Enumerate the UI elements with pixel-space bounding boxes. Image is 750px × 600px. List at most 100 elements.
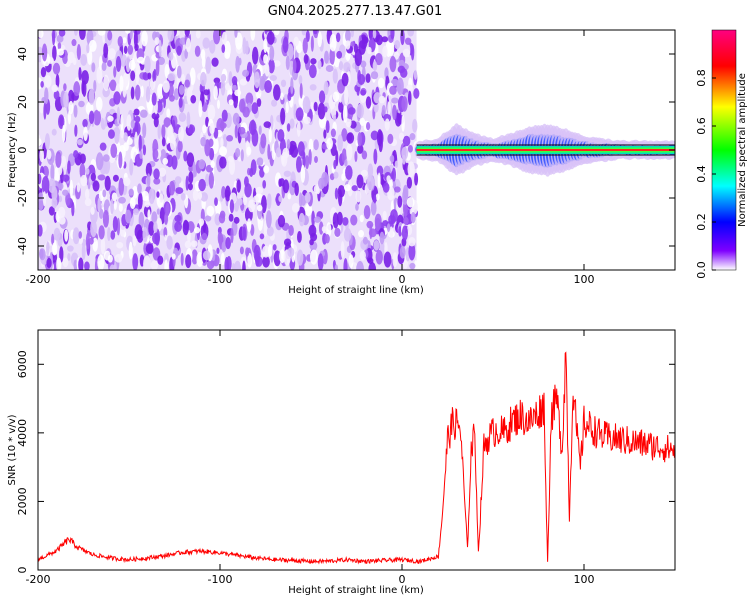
noise-speck: [280, 92, 284, 101]
noise-speck: [258, 125, 262, 135]
noise-speck: [299, 83, 303, 99]
noise-speck: [84, 198, 92, 207]
noise-speck: [356, 103, 364, 119]
noise-speck: [402, 135, 411, 147]
noise-speck: [110, 230, 116, 240]
noise-speck: [183, 150, 188, 162]
noise-speck: [318, 221, 324, 235]
noise-speck: [107, 60, 113, 67]
noise-speck: [313, 184, 320, 194]
noise-speck: [80, 54, 88, 66]
noise-speck: [180, 192, 186, 201]
noise-speck: [252, 195, 259, 203]
noise-speck: [280, 107, 286, 125]
noise-speck: [171, 253, 176, 260]
noise-speck: [46, 149, 52, 160]
noise-speck: [52, 248, 57, 255]
noise-speck: [337, 134, 344, 152]
noise-speck: [373, 102, 379, 113]
noise-speck: [376, 129, 383, 147]
noise-speck: [401, 96, 408, 112]
noise-speck: [39, 248, 46, 261]
noise-speck: [286, 138, 291, 150]
noise-speck: [128, 188, 134, 196]
noise-speck: [262, 255, 270, 268]
noise-speck: [174, 176, 182, 185]
noise-speck: [234, 124, 238, 139]
noise-speck: [185, 175, 189, 191]
noise-speck: [282, 147, 290, 159]
noise-speck: [226, 135, 234, 142]
noise-speck: [213, 85, 218, 100]
noise-speck: [242, 106, 250, 118]
noise-speck: [365, 96, 372, 109]
noise-speck: [400, 68, 408, 78]
noise-speck: [195, 30, 201, 39]
noise-speck: [40, 81, 44, 88]
noise-speck: [407, 161, 415, 178]
noise-speck: [298, 192, 303, 208]
noise-speck: [137, 183, 142, 194]
noise-speck: [263, 220, 268, 237]
noise-speck: [107, 226, 111, 242]
noise-speck: [386, 223, 391, 233]
noise-speck: [112, 174, 119, 182]
colorbar-tick-label: 0.6: [695, 117, 708, 135]
noise-speck: [148, 188, 155, 205]
noise-speck: [390, 30, 395, 40]
noise-speck: [88, 237, 94, 245]
noise-speck: [387, 40, 395, 57]
noise-speck: [99, 56, 103, 71]
noise-speck: [58, 30, 66, 37]
noise-speck: [228, 213, 234, 222]
noise-speck: [406, 197, 415, 208]
noise-speck: [120, 127, 125, 139]
noise-speck: [186, 152, 195, 168]
noise-speck: [378, 95, 386, 104]
colorbar-label: Normalized spectral amplitude: [737, 73, 748, 227]
noise-speck: [194, 45, 201, 57]
noise-speck: [206, 259, 215, 270]
noise-speck: [414, 172, 419, 186]
noise-speck: [57, 42, 62, 50]
noise-speck: [344, 87, 349, 106]
noise-speck: [107, 129, 115, 139]
noise-speck: [41, 96, 47, 103]
noise-speck: [137, 192, 143, 210]
noise-speck: [360, 60, 367, 68]
noise-speck: [224, 256, 229, 270]
noise-speck: [336, 50, 343, 59]
noise-speck: [356, 261, 365, 270]
noise-speck: [120, 114, 124, 131]
noise-speck: [359, 214, 364, 223]
noise-speck: [335, 32, 341, 43]
y-tick-label: -20: [16, 189, 29, 207]
noise-speck: [84, 188, 90, 200]
noise-speck: [103, 43, 109, 59]
noise-speck: [166, 235, 173, 250]
noise-speck: [374, 52, 383, 66]
noise-speck: [202, 250, 211, 261]
noise-speck: [141, 190, 150, 202]
noise-speck: [333, 159, 337, 170]
noise-speck: [393, 186, 401, 193]
noise-speck: [69, 179, 74, 198]
noise-speck: [142, 227, 148, 243]
noise-speck: [200, 192, 209, 202]
noise-speck: [73, 30, 78, 36]
noise-speck: [390, 154, 395, 163]
x-tick-label: 0: [399, 273, 406, 286]
noise-speck: [169, 134, 176, 151]
noise-speck: [90, 206, 95, 215]
noise-speck: [44, 75, 52, 88]
noise-speck: [242, 37, 247, 55]
noise-speck: [190, 94, 197, 104]
noise-speck: [220, 79, 226, 96]
noise-speck: [216, 99, 221, 109]
noise-speck: [225, 236, 231, 250]
noise-speck: [324, 106, 328, 113]
noise-speck: [313, 216, 322, 223]
y-tick-label: 6000: [16, 350, 29, 378]
noise-speck: [129, 158, 134, 176]
noise-speck: [67, 51, 75, 64]
